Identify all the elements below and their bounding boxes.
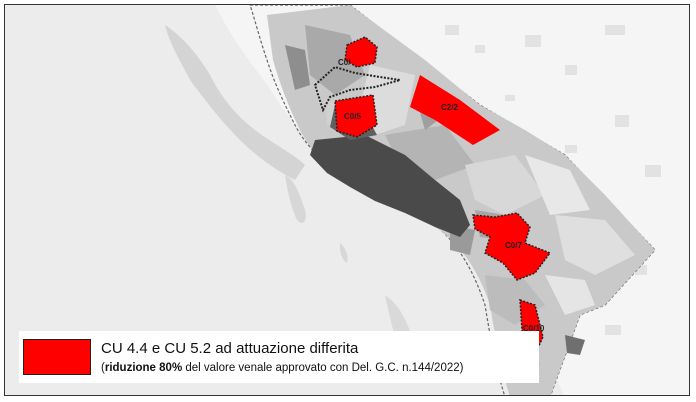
zone-label-c0-7: C0/7 — [505, 241, 522, 250]
legend-note-open: ( — [101, 362, 105, 374]
zone-label-c0-upper: C0/ — [338, 58, 351, 67]
zone-c2-2[interactable] — [410, 75, 500, 145]
island — [339, 243, 348, 263]
island — [285, 175, 306, 223]
map-frame: C0/ C0/5 C2/2 C0/7 C0/10 CU 4.4 e CU 5.2… — [4, 4, 690, 396]
urban-core — [310, 135, 470, 237]
legend-swatch — [23, 339, 91, 375]
legend-title: CU 4.4 e CU 5.2 ad attuazione differita — [101, 340, 359, 357]
map-canvas[interactable]: C0/ C0/5 C2/2 C0/7 C0/10 — [5, 5, 690, 396]
zone-c0-5[interactable] — [334, 94, 378, 138]
coastal-strip — [165, 25, 305, 180]
legend-note-rest: del valore venale approvato con Del. G.C… — [182, 362, 464, 374]
zone-c0-7[interactable] — [472, 212, 552, 281]
zone-c0-upper-outline — [313, 65, 401, 113]
zone-c0-upper[interactable] — [344, 36, 378, 68]
zone-label-c0-10: C0/10 — [523, 324, 545, 333]
zone-label-c0-5: C0/5 — [344, 112, 361, 121]
zone-label-c2-2: C2/2 — [441, 103, 458, 112]
zone-labels: C0/ C0/5 C2/2 C0/7 C0/10 — [338, 58, 545, 333]
legend-note: (riduzione 80% del valore venale approva… — [101, 362, 463, 374]
legend-note-bold: riduzione 80% — [104, 362, 183, 374]
map-legend: CU 4.4 e CU 5.2 ad attuazione differita … — [19, 331, 539, 383]
